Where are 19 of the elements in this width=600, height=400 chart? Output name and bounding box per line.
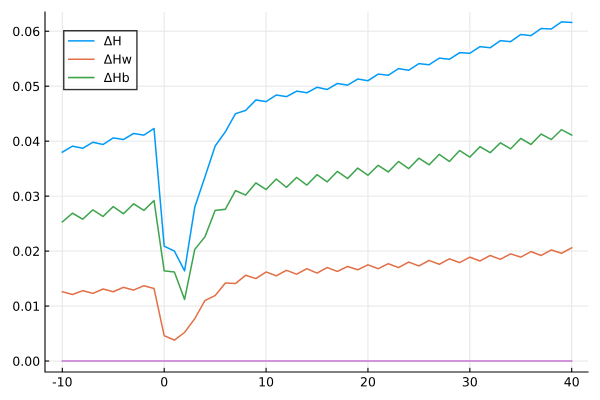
- y-tick-label: 0.04: [13, 136, 40, 146]
- x-tick-label: 0: [161, 377, 168, 387]
- y-tick-label: 0.00: [13, 356, 40, 366]
- y-tick-label: 0.06: [13, 26, 40, 36]
- line-series: [62, 247, 572, 341]
- y-tick-label: 0.01: [13, 302, 39, 311]
- y-tick-label: 0.03: [13, 192, 40, 202]
- x-tick-label: 40: [564, 377, 579, 387]
- x-tick-label: 10: [259, 377, 274, 387]
- legend-label: ΔHb: [104, 72, 129, 82]
- legend-label: ΔHw: [104, 54, 132, 64]
- line-series: [62, 21, 572, 272]
- x-tick-label: -10: [52, 377, 72, 387]
- legend-label: ΔH: [104, 36, 120, 46]
- y-tick-label: 0.05: [13, 82, 40, 92]
- x-tick-label: 30: [462, 377, 477, 387]
- y-tick-label: 0.02: [13, 246, 39, 256]
- x-tick-label: 20: [360, 377, 376, 387]
- line-series: [62, 128, 572, 300]
